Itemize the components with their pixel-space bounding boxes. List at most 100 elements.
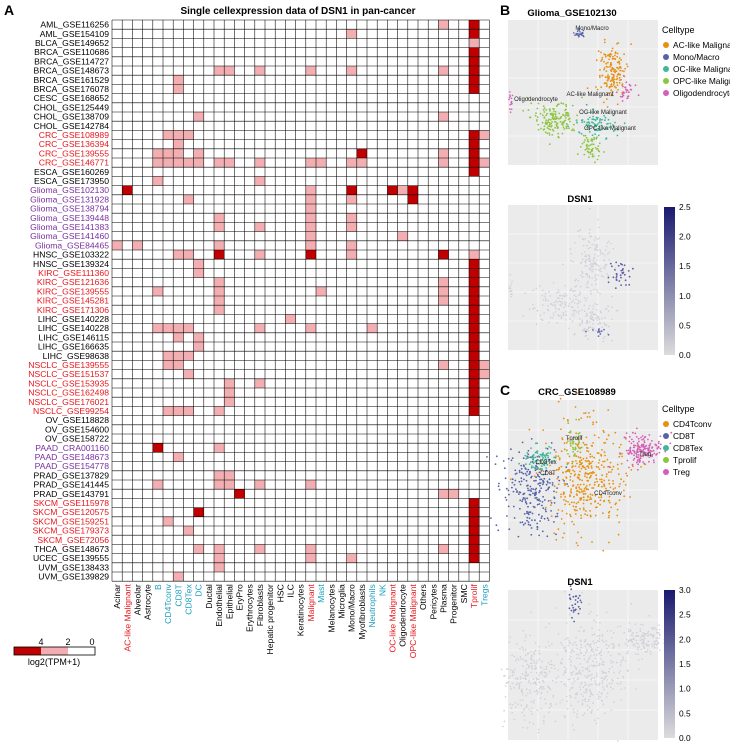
umap-point [582, 29, 585, 32]
umap-point [537, 731, 540, 734]
umap-point [575, 487, 578, 490]
heatmap-cell [214, 296, 225, 306]
umap-point [577, 230, 579, 232]
umap-point [592, 108, 594, 111]
umap-point [578, 486, 580, 489]
umap-point [612, 114, 615, 117]
umap-point [630, 640, 633, 643]
umap-point [593, 244, 596, 246]
umap-point [594, 276, 596, 278]
umap-point [535, 451, 538, 454]
umap-point [564, 483, 567, 485]
umap-point [604, 249, 607, 251]
heatmap-cell [254, 176, 265, 186]
heatmap-cell [469, 332, 480, 342]
column-label: Erythrocytes [245, 584, 255, 632]
umap-point [535, 287, 538, 290]
umap-point [538, 534, 540, 537]
umap-point [556, 103, 559, 106]
umap-point [538, 503, 541, 505]
umap-point [603, 328, 605, 331]
umap-point [547, 127, 550, 130]
umap-point [545, 447, 547, 450]
column-label: Others [418, 584, 428, 610]
umap-point [579, 435, 582, 437]
umap-point [576, 450, 579, 453]
umap-point [627, 650, 630, 652]
umap-point [554, 113, 557, 116]
umap-point [604, 53, 607, 56]
umap-point [571, 616, 573, 619]
heatmap-cell [214, 213, 225, 223]
umap-point [640, 648, 642, 651]
umap-point [544, 300, 547, 302]
umap-point [588, 116, 591, 119]
umap-point [620, 269, 623, 272]
umap-point [606, 106, 609, 108]
umap-point [556, 127, 559, 130]
heatmap-cell [469, 158, 480, 168]
umap-point [553, 485, 556, 488]
umap-point [538, 491, 540, 494]
umap-point [513, 655, 515, 658]
umap-point [580, 536, 583, 539]
heatmap-cell [469, 305, 480, 315]
umap-point [649, 449, 652, 452]
umap-point [545, 460, 548, 463]
umap-point [594, 719, 596, 721]
umap-point [639, 448, 642, 451]
umap-point [603, 53, 606, 56]
umap-point [563, 448, 566, 451]
umap-point [518, 451, 521, 454]
umap-point [568, 639, 570, 642]
heatmap-cell [254, 222, 265, 232]
row-label: KIRC_GSE171306 [37, 305, 109, 315]
umap-point [518, 471, 521, 474]
umap-title: DSN1 [567, 194, 593, 205]
umap-point [598, 269, 601, 272]
umap-point [554, 111, 557, 113]
umap-point [524, 660, 526, 662]
umap-point [557, 476, 560, 478]
umap-point [590, 498, 593, 500]
umap-point [560, 428, 562, 431]
umap-point [620, 59, 622, 61]
umap-point [610, 242, 612, 245]
umap-point [615, 491, 617, 493]
umap-point [583, 466, 586, 469]
umap-point [620, 276, 622, 279]
umap-point [581, 31, 584, 34]
umap-point [584, 299, 587, 302]
heatmap-cell [438, 360, 449, 370]
column-label: CD4Tconv [163, 583, 173, 623]
umap-point [572, 448, 575, 451]
umap-point [643, 462, 646, 465]
umap-point [611, 318, 614, 321]
umap-point [581, 666, 584, 669]
umap-point [656, 452, 658, 455]
umap-point [537, 728, 540, 731]
umap-point [632, 644, 634, 647]
umap-point [605, 487, 607, 490]
umap-point [581, 490, 583, 493]
umap-point [618, 499, 621, 502]
umap-point [648, 460, 650, 463]
heatmap-cell [469, 369, 480, 379]
umap-point [604, 255, 606, 257]
umap-point [553, 449, 556, 451]
umap-point [603, 128, 606, 131]
umap-point [563, 522, 566, 525]
umap-point [564, 114, 567, 117]
umap-point [588, 144, 590, 147]
panel-c-umap-celltype: CRC_GSE108989 TprolifTregCD8TexCD8TCD4Tc… [486, 387, 673, 552]
umap-point [583, 654, 585, 657]
umap-point [549, 703, 552, 706]
umap-point [539, 484, 541, 487]
umap-point [603, 38, 606, 41]
umap-point [575, 418, 578, 421]
umap-point [603, 151, 605, 153]
umap-point [567, 420, 569, 422]
legend-swatch [663, 78, 669, 84]
umap-point [531, 512, 534, 515]
